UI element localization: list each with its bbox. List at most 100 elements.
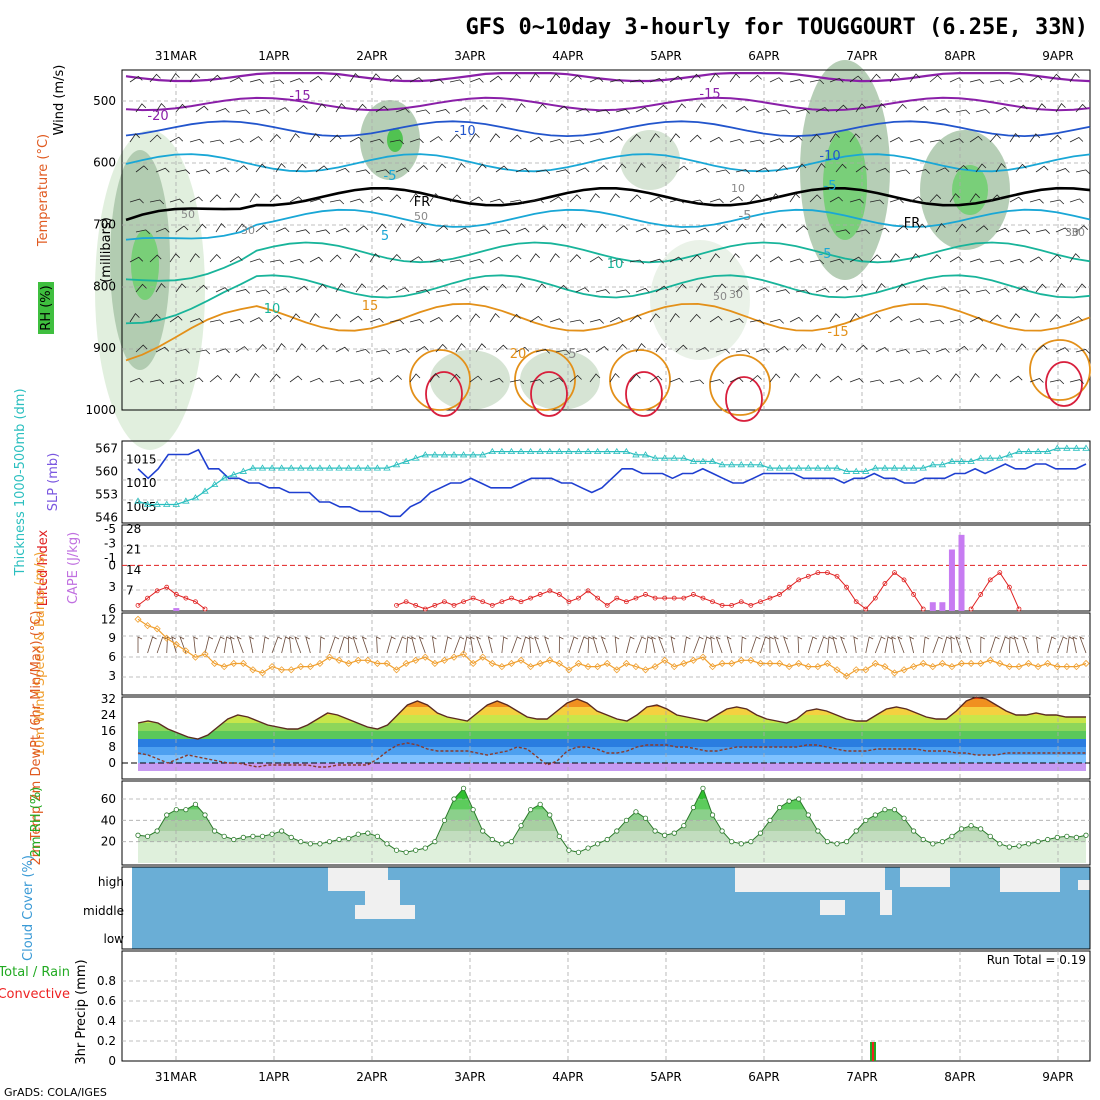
wind-barb: [975, 289, 991, 295]
wind-speed-marker: [814, 663, 822, 671]
wind-barb: [515, 227, 530, 233]
temp-band: [138, 739, 1086, 747]
wind-barb: [595, 223, 607, 233]
wind-speed-marker: [440, 656, 448, 664]
wind-barb: [715, 283, 727, 293]
wind-barb: [295, 104, 308, 113]
wind-tick: 3: [108, 669, 116, 683]
wind-barb: [455, 162, 466, 173]
wind-barb-10m: [204, 636, 214, 654]
wind-speed-marker: [402, 659, 410, 668]
wind-barb: [809, 79, 825, 85]
rh-marker: [958, 826, 965, 832]
wind-barb-10m: [891, 636, 896, 654]
wind-barb-10m: [922, 636, 930, 654]
wind-barb: [469, 132, 480, 143]
thickness-marker: [498, 447, 506, 455]
wind-barb: [915, 105, 929, 113]
wind-barb: [409, 256, 423, 263]
wind-barb: [289, 133, 300, 143]
temperature-contour: [125, 72, 1091, 83]
wind-barb: [395, 167, 410, 173]
wind-barb: [269, 314, 282, 323]
wind-speed-marker: [632, 663, 640, 671]
thickness-marker: [651, 454, 659, 461]
thickness-marker: [603, 447, 611, 455]
x-tick-label-top: 8APR: [944, 49, 975, 63]
wind-barb: [975, 108, 990, 114]
cloud-frame: [121, 866, 1091, 950]
wind-barb: [569, 194, 582, 203]
rh-band: [138, 831, 1086, 842]
wind-speed-marker: [1034, 663, 1042, 671]
li-marker: [442, 599, 447, 605]
wind-barb: [629, 259, 645, 265]
thickness-marker: [890, 464, 899, 471]
wind-barb: [655, 163, 667, 173]
wind-barb: [255, 289, 271, 295]
wind-speed-marker: [603, 659, 611, 668]
wind-barb: [535, 283, 547, 293]
temp-tick: 24: [101, 708, 116, 722]
wind-barb: [269, 194, 282, 203]
temperature-contour: [125, 302, 1091, 362]
wind-speed-marker: [670, 663, 678, 671]
li-marker: [738, 599, 744, 605]
wind-barb-10m: [1013, 636, 1020, 654]
wind-barb: [709, 198, 724, 204]
wind-barb: [475, 163, 487, 173]
rh-marker: [144, 833, 151, 839]
wind-barb: [429, 317, 444, 323]
rh-marker: [1054, 834, 1060, 841]
wind-barb-10m: [262, 636, 270, 654]
li-marker: [748, 602, 754, 608]
wind-barb: [375, 105, 389, 113]
wind-barb: [435, 289, 451, 295]
rh-marker: [393, 847, 400, 853]
wind-barb: [269, 134, 281, 143]
rh-marker: [566, 847, 572, 853]
wind-barb: [655, 229, 670, 235]
temp-band: [138, 699, 1086, 707]
thickness-marker: [900, 464, 908, 471]
rh-marker: [901, 815, 907, 821]
rh-marker: [240, 834, 246, 841]
pressure-tick: 800: [93, 279, 116, 293]
rh-marker: [681, 823, 687, 829]
thickness-marker: [957, 457, 966, 464]
rh-line: [137, 787, 1087, 853]
wind-barb: [229, 373, 241, 383]
wind-barb: [955, 223, 967, 233]
wind-tick: 6: [108, 650, 116, 664]
wind-barb: [209, 319, 225, 325]
wind-barb: [889, 379, 904, 384]
wind-speed-marker: [392, 666, 401, 674]
wind-barb: [329, 313, 341, 323]
wind-barb-10m: [1022, 636, 1029, 654]
li-marker: [767, 595, 773, 601]
wind-barb: [635, 107, 650, 113]
wind-barb: [849, 378, 864, 383]
wind-barb: [989, 259, 1005, 265]
cloud-clear-area: [1000, 867, 1060, 892]
thickness-marker: [622, 447, 631, 455]
wind-barb: [335, 227, 350, 233]
rh-marker: [173, 807, 179, 813]
wind-barb: [255, 225, 268, 233]
wind-barb: [169, 315, 183, 323]
wind-barb: [595, 109, 611, 115]
contour-label: 20: [510, 347, 527, 362]
li-marker: [1016, 606, 1022, 612]
wind-barb: [809, 373, 821, 383]
thickness-marker: [986, 454, 994, 461]
wind-barb: [1009, 132, 1020, 143]
cloud-cover-panel: high middle low Cloud Cover (%): [21, 855, 1091, 961]
wind-barb: [789, 372, 800, 383]
wind-barb: [209, 74, 222, 83]
wind-speed-marker: [297, 663, 305, 671]
wind-barb: [1069, 316, 1083, 323]
wind-barb-10m: [884, 636, 893, 654]
wind-barb: [335, 102, 346, 113]
wind-barb: [629, 314, 642, 323]
